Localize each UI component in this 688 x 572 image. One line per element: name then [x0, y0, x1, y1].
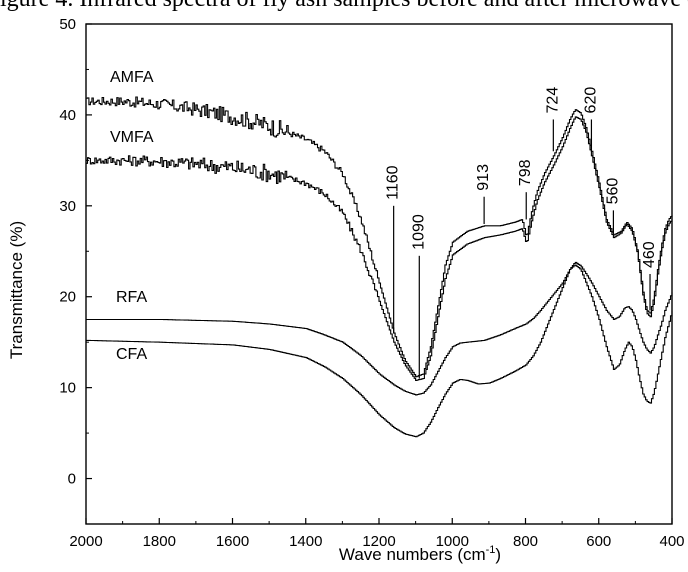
y-tick-label: 0: [68, 471, 76, 488]
annotation-label-913: 913: [475, 164, 492, 191]
x-tick-label: 400: [659, 533, 684, 550]
annotation-label-620: 620: [582, 87, 599, 114]
x-tick-label: 1000: [436, 533, 469, 550]
x-axis-title-superscript: -1: [486, 544, 496, 556]
annotation-label-560: 560: [604, 178, 621, 205]
series-label-cfa: CFA: [116, 346, 147, 363]
x-tick-label: 1600: [216, 533, 249, 550]
y-tick-label: 20: [59, 289, 76, 306]
annotation-label-1160: 1160: [385, 165, 402, 200]
series-label-vmfa: VMFA: [110, 129, 154, 146]
y-axis-title: Transmittance (%): [7, 221, 26, 359]
y-tick-label: 50: [59, 16, 76, 33]
annotation-label-724: 724: [544, 87, 561, 114]
y-axis-ticks: 0 10 20 30 40 50: [59, 16, 92, 525]
annotation-label-460: 460: [641, 241, 658, 268]
series-label-amfa: AMFA: [110, 69, 154, 86]
y-tick-label: 30: [59, 198, 76, 215]
x-tick-label: 2000: [69, 533, 102, 550]
series-lines: [86, 96, 673, 438]
series-line-rfa: [86, 261, 673, 396]
y-tick-label: 10: [59, 380, 76, 397]
caption-fragment: igure 4. Infrared spectra of fly ash sam…: [0, 0, 688, 18]
y-tick-label: 40: [59, 107, 76, 124]
annotation-label-1090: 1090: [410, 214, 427, 250]
x-tick-label: 1800: [143, 533, 176, 550]
x-tick-label: 600: [586, 533, 611, 550]
series-labels: AMFA VMFA RFA CFA: [110, 69, 154, 363]
peak-annotations: 1160 1090 913 798 724 620 560 460: [385, 87, 658, 379]
x-tick-label: 1200: [362, 533, 395, 550]
series-line-vmfa: [86, 116, 673, 381]
x-axis-ticks: 2000 1800 1600 1400 1200 1000 800 600 400: [69, 518, 685, 550]
x-axis-title-main: Wave numbers (cm: [339, 545, 486, 564]
x-tick-label: 1400: [289, 533, 322, 550]
series-line-amfa: [86, 96, 673, 378]
annotation-label-798: 798: [517, 159, 534, 186]
series-label-rfa: RFA: [116, 289, 147, 306]
series-line-cfa: [86, 264, 673, 438]
x-axis-title-suffix: ): [495, 545, 501, 564]
x-axis-title: Wave numbers (cm-1): [339, 544, 501, 564]
x-tick-label: 800: [513, 533, 538, 550]
